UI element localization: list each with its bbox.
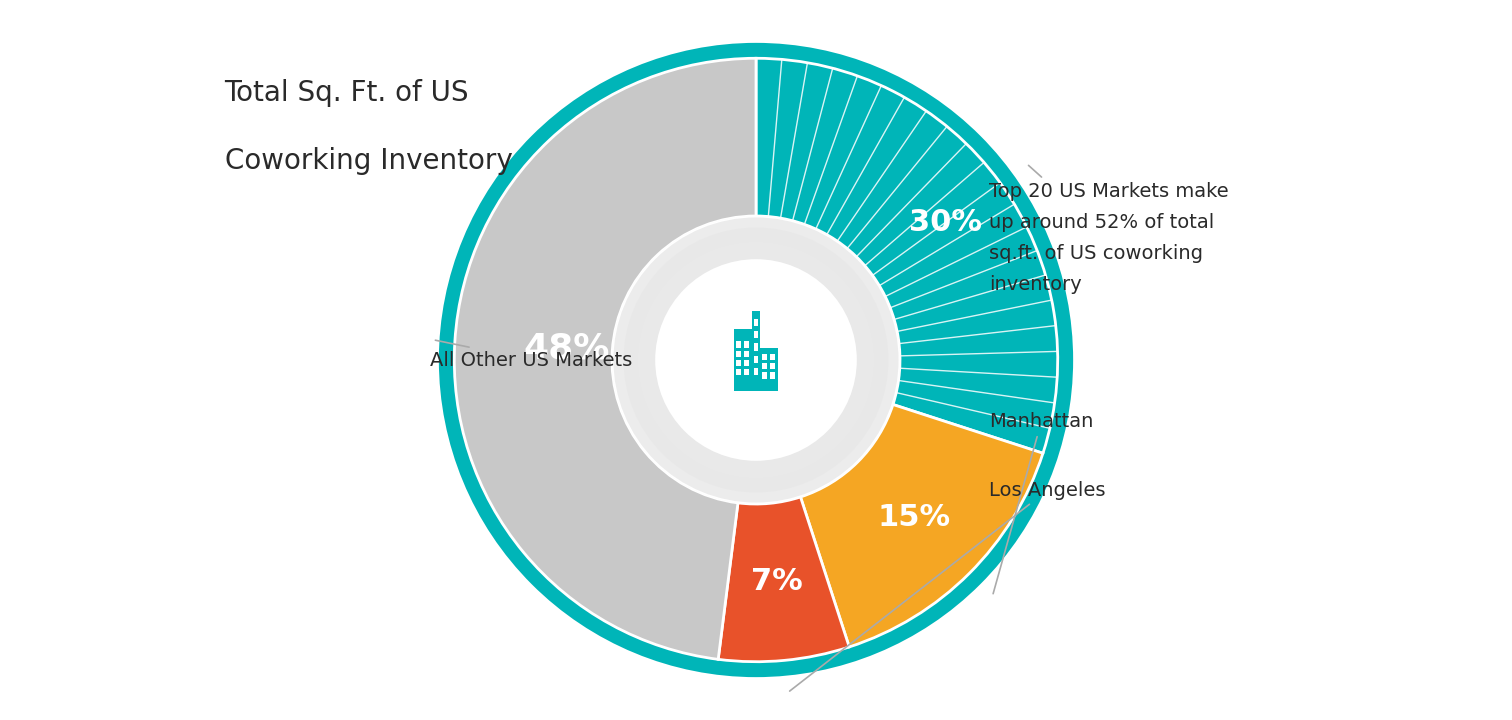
Text: 30%: 30% — [909, 208, 981, 237]
Circle shape — [454, 58, 1058, 662]
Text: 15%: 15% — [877, 503, 950, 532]
FancyBboxPatch shape — [770, 363, 774, 369]
Wedge shape — [718, 497, 850, 662]
Circle shape — [655, 259, 857, 461]
Text: Coworking Inventory: Coworking Inventory — [225, 148, 513, 176]
FancyBboxPatch shape — [753, 319, 759, 326]
Circle shape — [673, 276, 839, 444]
FancyBboxPatch shape — [753, 356, 759, 363]
FancyBboxPatch shape — [736, 369, 741, 375]
Circle shape — [653, 258, 859, 462]
FancyBboxPatch shape — [744, 369, 748, 375]
Circle shape — [668, 273, 844, 447]
Circle shape — [620, 224, 892, 496]
FancyBboxPatch shape — [762, 354, 767, 360]
Circle shape — [627, 231, 885, 489]
FancyBboxPatch shape — [751, 310, 761, 391]
FancyBboxPatch shape — [744, 360, 748, 366]
Text: Total Sq. Ft. of US: Total Sq. Ft. of US — [225, 79, 469, 107]
Circle shape — [658, 261, 854, 459]
FancyBboxPatch shape — [762, 372, 767, 379]
Circle shape — [661, 265, 851, 455]
Wedge shape — [756, 58, 1058, 453]
Circle shape — [614, 217, 898, 503]
Circle shape — [635, 239, 877, 481]
Wedge shape — [800, 405, 1043, 647]
Circle shape — [612, 216, 900, 504]
Circle shape — [631, 235, 881, 485]
FancyBboxPatch shape — [744, 341, 748, 348]
Circle shape — [623, 228, 889, 492]
Circle shape — [612, 216, 900, 504]
Text: All Other US Markets: All Other US Markets — [431, 341, 632, 369]
FancyBboxPatch shape — [770, 354, 774, 360]
FancyBboxPatch shape — [735, 329, 751, 391]
Circle shape — [676, 280, 836, 440]
FancyBboxPatch shape — [762, 363, 767, 369]
FancyBboxPatch shape — [744, 351, 748, 357]
Circle shape — [638, 242, 874, 478]
Text: 7%: 7% — [751, 567, 803, 596]
Circle shape — [680, 284, 832, 436]
Text: Top 20 US Markets make
up around 52% of total
sq.ft. of US coworking
inventory: Top 20 US Markets make up around 52% of … — [989, 166, 1229, 294]
Circle shape — [615, 220, 897, 500]
FancyBboxPatch shape — [753, 343, 759, 351]
FancyBboxPatch shape — [761, 348, 777, 391]
Text: Los Angeles: Los Angeles — [789, 481, 1105, 691]
Circle shape — [683, 288, 829, 432]
FancyBboxPatch shape — [736, 360, 741, 366]
FancyBboxPatch shape — [770, 372, 774, 379]
Circle shape — [623, 228, 889, 492]
Circle shape — [643, 246, 869, 474]
Circle shape — [665, 269, 847, 451]
FancyBboxPatch shape — [736, 341, 741, 348]
Circle shape — [646, 250, 866, 470]
Wedge shape — [454, 58, 756, 660]
Circle shape — [650, 254, 862, 466]
FancyBboxPatch shape — [753, 368, 759, 375]
FancyBboxPatch shape — [736, 351, 741, 357]
Circle shape — [438, 43, 1074, 677]
Text: Manhattan: Manhattan — [989, 413, 1093, 594]
Text: 48%: 48% — [523, 331, 611, 365]
Circle shape — [638, 243, 874, 477]
FancyBboxPatch shape — [753, 331, 759, 338]
